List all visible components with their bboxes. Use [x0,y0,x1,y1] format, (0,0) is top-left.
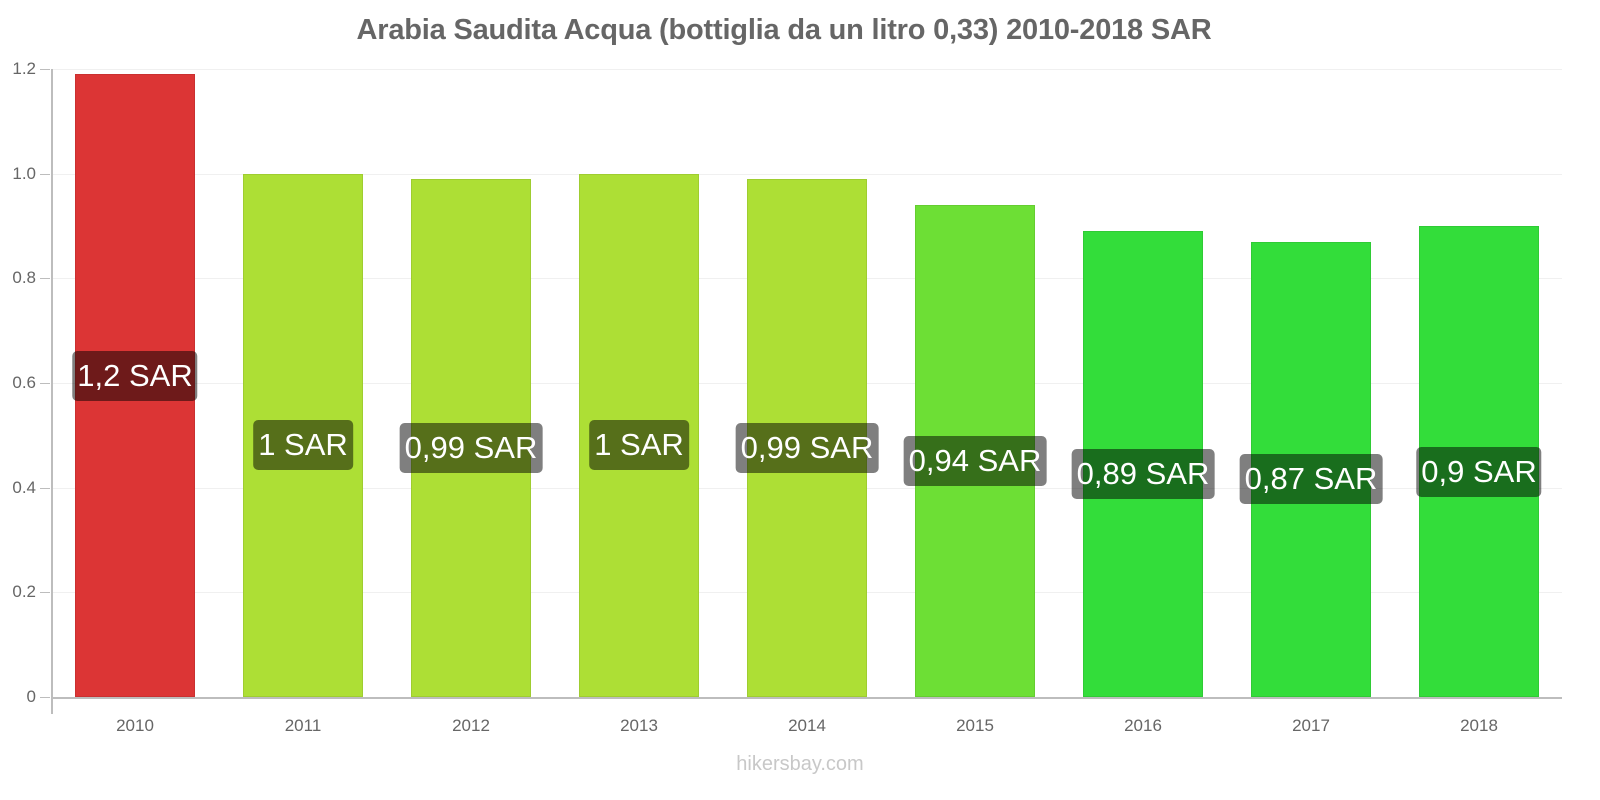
x-tick-label: 2017 [1292,716,1330,735]
y-axis [51,69,53,714]
y-tick-label: 0.6 [12,373,36,392]
y-tick-mark [40,592,50,593]
x-tick-label: 2018 [1460,716,1498,735]
x-tick-label: 2015 [956,716,994,735]
gridline [52,174,1562,175]
x-tick-label: 2013 [620,716,658,735]
x-tick-label: 2012 [452,716,490,735]
y-tick-mark [40,278,50,279]
x-tick-label: 2010 [116,716,154,735]
value-label: 0,99 SAR [399,422,543,473]
y-tick-label: 0.4 [12,478,36,497]
y-tick-mark [40,488,50,489]
value-label: 0,89 SAR [1071,449,1215,500]
x-axis [52,697,1562,699]
value-label: 0,9 SAR [1416,446,1542,497]
y-tick-label: 0 [26,687,36,706]
value-label: 0,99 SAR [735,422,879,473]
watermark: hikersbay.com [736,753,864,775]
y-tick-mark [40,69,50,70]
y-tick-label: 0.8 [12,268,36,287]
chart-title: Arabia Saudita Acqua (bottiglia da un li… [356,14,1212,46]
x-tick-label: 2014 [788,716,826,735]
value-label: 1 SAR [589,420,689,471]
x-tick-label: 2011 [284,716,322,735]
value-label: 1 SAR [253,420,353,471]
y-tick-mark [40,697,50,698]
value-label: 1,2 SAR [72,350,198,401]
y-tick-label: 1.2 [12,59,36,78]
gridline [52,69,1562,70]
y-tick-mark [40,383,50,384]
y-tick-label: 1.0 [12,164,36,183]
y-tick-mark [40,174,50,175]
y-tick-label: 0.2 [12,582,36,601]
value-label: 0,87 SAR [1239,454,1383,505]
value-label: 0,94 SAR [903,436,1047,487]
x-tick-label: 2016 [1124,716,1162,735]
